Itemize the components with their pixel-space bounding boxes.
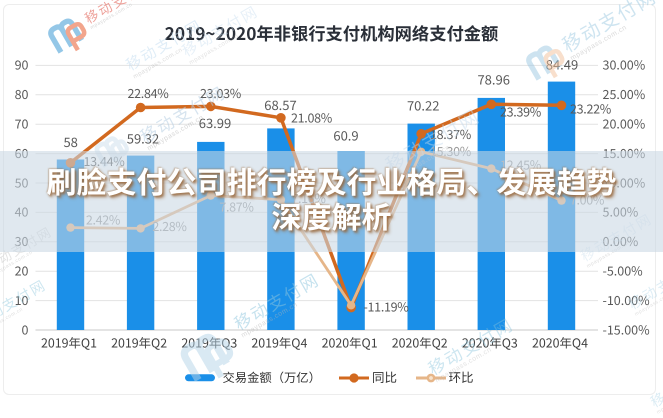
svg-text:80: 80 [15, 84, 29, 103]
svg-text:78.96: 78.96 [477, 70, 509, 89]
svg-text:同比: 同比 [372, 367, 397, 386]
svg-text:60.9: 60.9 [333, 126, 358, 145]
svg-text:23.03%: 23.03% [200, 83, 242, 102]
svg-text:58: 58 [63, 132, 77, 151]
svg-text:2020年Q4: 2020年Q4 [532, 334, 588, 352]
svg-text:-11.19%: -11.19% [364, 297, 410, 316]
svg-text:18.37%: 18.37% [430, 124, 472, 143]
svg-text:2019年Q2: 2019年Q2 [111, 334, 167, 352]
svg-text:70.22: 70.22 [407, 96, 439, 115]
svg-text:25.00%: 25.00% [603, 84, 646, 103]
svg-text:23.39%: 23.39% [500, 102, 542, 121]
svg-text:70: 70 [15, 114, 29, 133]
svg-text:59.32: 59.32 [127, 129, 159, 148]
svg-text:20.00%: 20.00% [603, 114, 646, 133]
svg-text:2019年Q1: 2019年Q1 [41, 334, 97, 352]
svg-text:环比: 环比 [449, 367, 474, 386]
svg-text:20: 20 [15, 261, 29, 280]
svg-text:30.00%: 30.00% [603, 55, 646, 74]
svg-text:68.57: 68.57 [264, 95, 296, 114]
svg-text:23.22%: 23.22% [570, 99, 612, 118]
svg-text:0: 0 [22, 319, 29, 338]
svg-text:2019年Q4: 2019年Q4 [251, 334, 307, 352]
svg-text:2020年Q1: 2020年Q1 [322, 334, 378, 352]
svg-text:90: 90 [15, 55, 29, 74]
svg-text:63.99: 63.99 [199, 113, 231, 132]
svg-text:2020年Q3: 2020年Q3 [462, 334, 518, 352]
svg-text:2020年Q2: 2020年Q2 [392, 334, 448, 352]
svg-text:21.08%: 21.08% [291, 108, 333, 127]
svg-text:10: 10 [15, 290, 29, 309]
svg-text:22.84%: 22.84% [128, 83, 170, 102]
svg-text:-15.00%: -15.00% [603, 319, 651, 338]
svg-text:交易金额（万亿）: 交易金额（万亿） [223, 368, 321, 386]
svg-text:-5.00%: -5.00% [603, 261, 644, 280]
svg-text:-10.00%: -10.00% [603, 290, 651, 309]
